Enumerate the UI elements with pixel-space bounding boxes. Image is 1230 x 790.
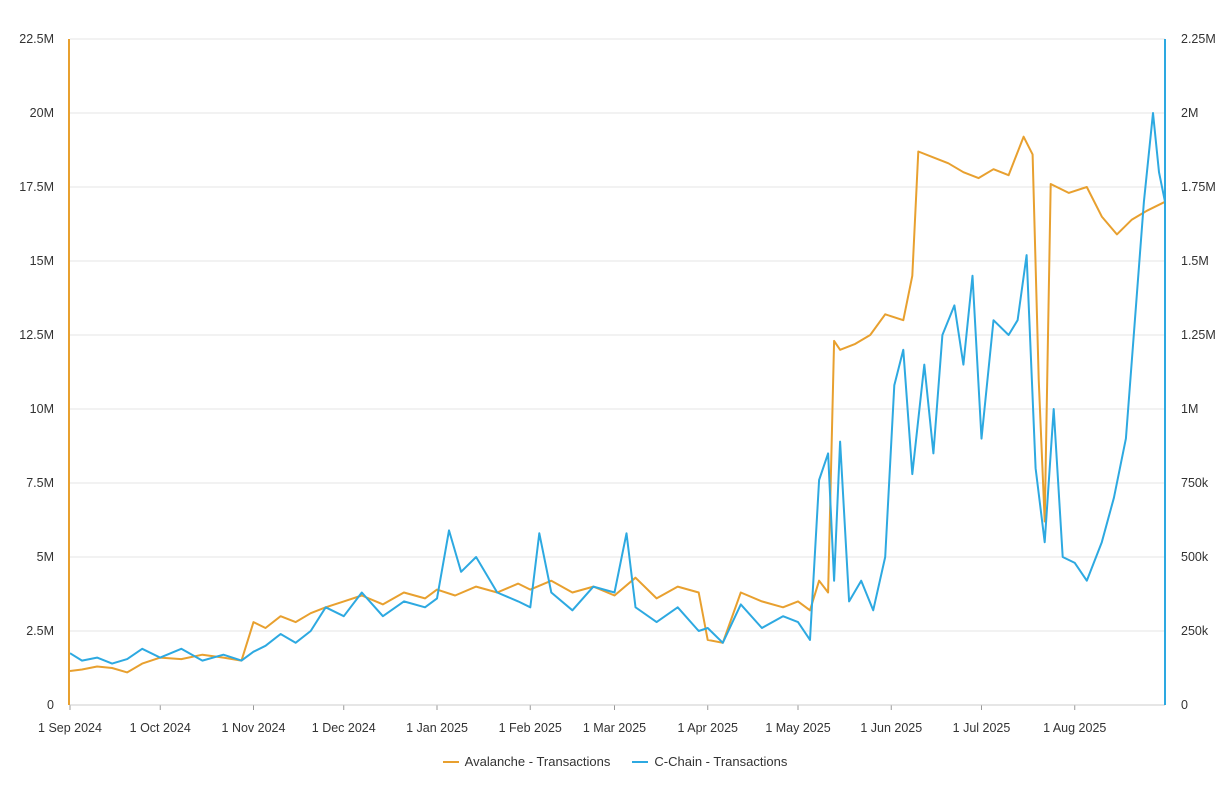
left-axis-tick-label: 2.5M [26, 624, 54, 638]
right-axis-tick-label: 1.75M [1181, 180, 1216, 194]
x-axis-tick-label: 1 Jan 2025 [406, 721, 468, 735]
x-axis-tick-label: 1 Sep 2024 [38, 721, 102, 735]
x-axis-tick-label: 1 Feb 2025 [499, 721, 562, 735]
left-axis-tick-label: 17.5M [19, 180, 54, 194]
x-axis-tick-label: 1 Dec 2024 [312, 721, 376, 735]
series-lines [69, 112, 1166, 674]
x-axis-tick-label: 1 Aug 2025 [1043, 721, 1106, 735]
right-axis-tick-label: 250k [1181, 624, 1209, 638]
left-axis-tick-label: 15M [30, 254, 54, 268]
left-axis-tick-label: 10M [30, 402, 54, 416]
right-axis-tick-label: 1M [1181, 402, 1198, 416]
x-axis-tick-label: 1 Jul 2025 [953, 721, 1011, 735]
right-axis-tick-label: 0 [1181, 698, 1188, 712]
right-axis-tick-label: 1.5M [1181, 254, 1209, 268]
right-axis-tick-label: 750k [1181, 476, 1209, 490]
left-axis-tick-label: 22.5M [19, 32, 54, 46]
legend-label-c-chain: C-Chain - Transactions [654, 754, 788, 769]
right-axis-tick-label: 2M [1181, 106, 1198, 120]
right-axis-tick-label: 2.25M [1181, 32, 1216, 46]
left-axis-tick-label: 20M [30, 106, 54, 120]
legend-swatch-avalanche [442, 760, 459, 763]
left-axis-tick-labels: 0 2.5M 5M 7.5M 10M 12.5M 15M 17.5M 20M 22.5M [19, 32, 54, 712]
legend-swatch-c-chain [632, 760, 649, 763]
legend-label-avalanche: Avalanche - Transactions [464, 754, 611, 769]
right-axis-tick-label: 500k [1181, 550, 1209, 564]
x-axis-tick-label: 1 Apr 2025 [678, 721, 739, 735]
left-axis-tick-label: 0 [47, 698, 54, 712]
left-axis-tick-label: 5M [37, 550, 54, 564]
right-axis-tick-label: 1.25M [1181, 328, 1216, 342]
x-axis-tick-labels: 1 Sep 2024 1 Oct 2024 1 Nov 2024 1 Dec 2024… [38, 705, 1106, 735]
series-line-c-chain [69, 112, 1166, 665]
axis-lines [68, 39, 1166, 706]
series-line-avalanche [69, 135, 1166, 674]
x-axis-tick-label: 1 Oct 2024 [130, 721, 191, 735]
gridlines [70, 38, 1165, 706]
x-axis-tick-label: 1 Mar 2025 [583, 721, 646, 735]
legend-item-c-chain[interactable]: C-Chain - Transactions [632, 754, 787, 769]
right-axis-tick-labels: 0 250k 500k 750k 1M 1.25M 1.5M 1.75M 2M 2.25M [1181, 32, 1216, 712]
legend: Avalanche - Transactions C-Chain - Trans… [0, 754, 1230, 769]
legend-item-avalanche[interactable]: Avalanche - Transactions [442, 754, 611, 769]
x-axis-tick-label: 1 Nov 2024 [222, 721, 286, 735]
left-axis-tick-label: 12.5M [19, 328, 54, 342]
left-axis-tick-label: 7.5M [26, 476, 54, 490]
x-axis-tick-label: 1 Jun 2025 [860, 721, 922, 735]
x-axis-tick-label: 1 May 2025 [765, 721, 830, 735]
